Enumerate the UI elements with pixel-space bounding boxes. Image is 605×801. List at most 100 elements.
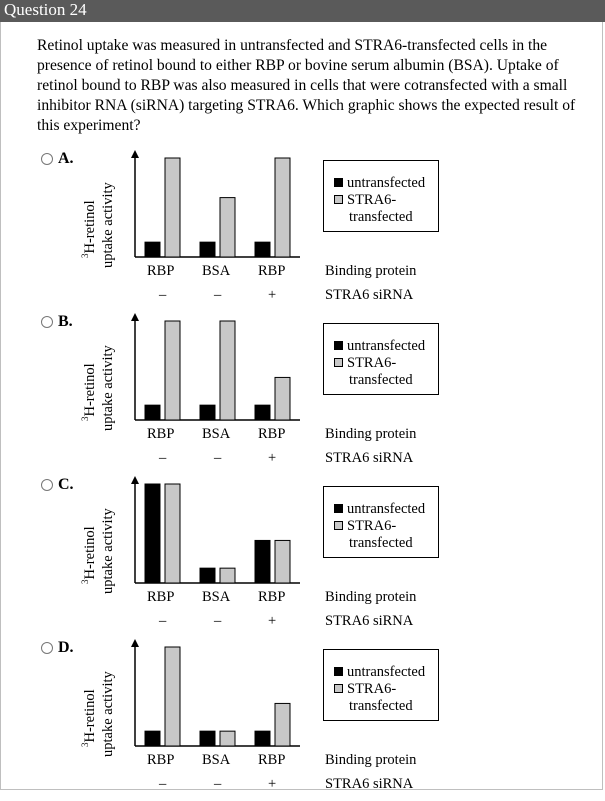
y-label-line2: uptake activity — [100, 507, 116, 594]
x-tick-label: RBP — [258, 589, 286, 605]
bar-chart — [130, 313, 310, 443]
bar-untransfected-2 — [254, 241, 271, 258]
y-axis-arrow — [131, 476, 139, 484]
legend-swatch-black — [334, 504, 343, 513]
bar-untransfected-0 — [144, 241, 161, 258]
answer-option-b[interactable]: B. 3H-retinol uptake activity untransfected… — [0, 313, 605, 475]
svg-text:3H-retinol: 3H-retinol — [80, 363, 98, 421]
legend-label-cont: transfected — [349, 698, 413, 714]
sirna-marker: – — [214, 613, 222, 629]
bar-untransfected-0 — [144, 730, 161, 747]
legend-swatch-black — [334, 341, 343, 350]
sirna-marker: – — [159, 613, 167, 629]
x-tick-label: RBP — [147, 263, 175, 279]
y-axis-arrow — [131, 313, 139, 321]
y-axis-label: 3H-retinol uptake activity — [64, 488, 134, 594]
x-tick-label: RBP — [258, 426, 286, 442]
legend-item-transfected: STRA6- — [334, 355, 396, 372]
bar-untransfected-1 — [199, 567, 216, 584]
bar-transfected-2 — [274, 376, 291, 421]
answer-option-c[interactable]: C. 3H-retinol uptake activity untransfected… — [0, 476, 605, 638]
y-label-line1: H-retinol — [82, 200, 98, 253]
bar-transfected-1 — [219, 730, 236, 747]
question-title: Question 24 — [4, 0, 87, 19]
x-tick-label: RBP — [258, 752, 286, 768]
bar-transfected-0 — [164, 320, 181, 421]
y-axis-label: 3H-retinol uptake activity — [64, 325, 134, 431]
bar-untransfected-1 — [199, 730, 216, 747]
y-axis-arrow — [131, 639, 139, 647]
option-label: B. — [58, 313, 73, 330]
question-header: Question 24 — [0, 0, 605, 22]
legend-label: STRA6- — [347, 192, 397, 208]
bar-untransfected-0 — [144, 483, 161, 584]
option-label: C. — [58, 476, 74, 493]
bar-transfected-0 — [164, 483, 181, 584]
sirna-marker: – — [214, 287, 222, 303]
legend-label: STRA6- — [347, 355, 397, 371]
sirna-marker: + — [268, 450, 277, 466]
legend-item-untransfected: untransfected — [334, 501, 425, 518]
legend-item-untransfected: untransfected — [334, 175, 425, 192]
sirna-marker: + — [268, 613, 277, 629]
binding-protein-label: Binding protein — [325, 263, 417, 279]
legend-label: untransfected — [347, 501, 426, 517]
bar-transfected-2 — [274, 702, 291, 747]
binding-protein-label: Binding protein — [325, 589, 417, 605]
y-label-line1: H-retinol — [82, 689, 98, 742]
bar-transfected-1 — [219, 197, 236, 258]
legend-item-untransfected: untransfected — [334, 664, 425, 681]
answer-option-a[interactable]: A. 3H-retinol uptake activity untransfected… — [0, 150, 605, 312]
x-tick-label: RBP — [147, 752, 175, 768]
svg-text:3H-retinol: 3H-retinol — [80, 689, 98, 747]
legend: untransfected STRA6- transfected — [323, 323, 439, 395]
sirna-marker: + — [268, 776, 277, 792]
x-tick-label: RBP — [147, 426, 175, 442]
legend-label: untransfected — [347, 175, 426, 191]
svg-text:3H-retinol: 3H-retinol — [80, 200, 98, 258]
binding-protein-label: Binding protein — [325, 752, 417, 768]
sirna-marker: + — [268, 287, 277, 303]
y-label-superscript: 3 — [80, 253, 90, 258]
legend: untransfected STRA6- transfected — [323, 160, 439, 232]
legend-label: untransfected — [347, 338, 426, 354]
radio-button[interactable] — [41, 642, 53, 654]
x-tick-label: RBP — [258, 263, 286, 279]
legend-label-cont: transfected — [349, 372, 413, 388]
y-axis-label: 3H-retinol uptake activity — [64, 162, 134, 268]
radio-button[interactable] — [41, 479, 53, 491]
radio-button[interactable] — [41, 316, 53, 328]
legend: untransfected STRA6- transfected — [323, 486, 439, 558]
y-label-line1: H-retinol — [82, 526, 98, 579]
y-label-line2: uptake activity — [100, 181, 116, 268]
binding-protein-label: Binding protein — [325, 426, 417, 442]
bar-transfected-0 — [164, 646, 181, 747]
legend: untransfected STRA6- transfected — [323, 649, 439, 721]
sirna-label: STRA6 siRNA — [325, 613, 414, 629]
legend-swatch-black — [334, 667, 343, 676]
x-tick-label: BSA — [202, 589, 231, 605]
bar-chart — [130, 639, 310, 769]
x-tick-label: RBP — [147, 589, 175, 605]
radio-button[interactable] — [41, 153, 53, 165]
legend-swatch-gray — [334, 684, 343, 693]
question-border — [0, 22, 603, 790]
bar-untransfected-2 — [254, 730, 271, 747]
bar-untransfected-2 — [254, 539, 271, 584]
y-axis-arrow — [131, 150, 139, 158]
bar-chart — [130, 150, 310, 280]
y-label-line1: H-retinol — [82, 363, 98, 416]
y-axis-label: 3H-retinol uptake activity — [64, 651, 134, 757]
answer-option-d[interactable]: D. 3H-retinol uptake activity untransfected… — [0, 639, 605, 801]
bar-untransfected-1 — [199, 404, 216, 421]
y-label-superscript: 3 — [80, 579, 90, 584]
sirna-marker: – — [159, 287, 167, 303]
legend-label: untransfected — [347, 664, 426, 680]
legend-label: STRA6- — [347, 518, 397, 534]
legend-item-transfected: STRA6- — [334, 681, 396, 698]
bar-chart — [130, 476, 310, 606]
bar-transfected-2 — [274, 539, 291, 584]
y-label-superscript: 3 — [80, 742, 90, 747]
bar-untransfected-2 — [254, 404, 271, 421]
y-label-line2: uptake activity — [100, 344, 116, 431]
